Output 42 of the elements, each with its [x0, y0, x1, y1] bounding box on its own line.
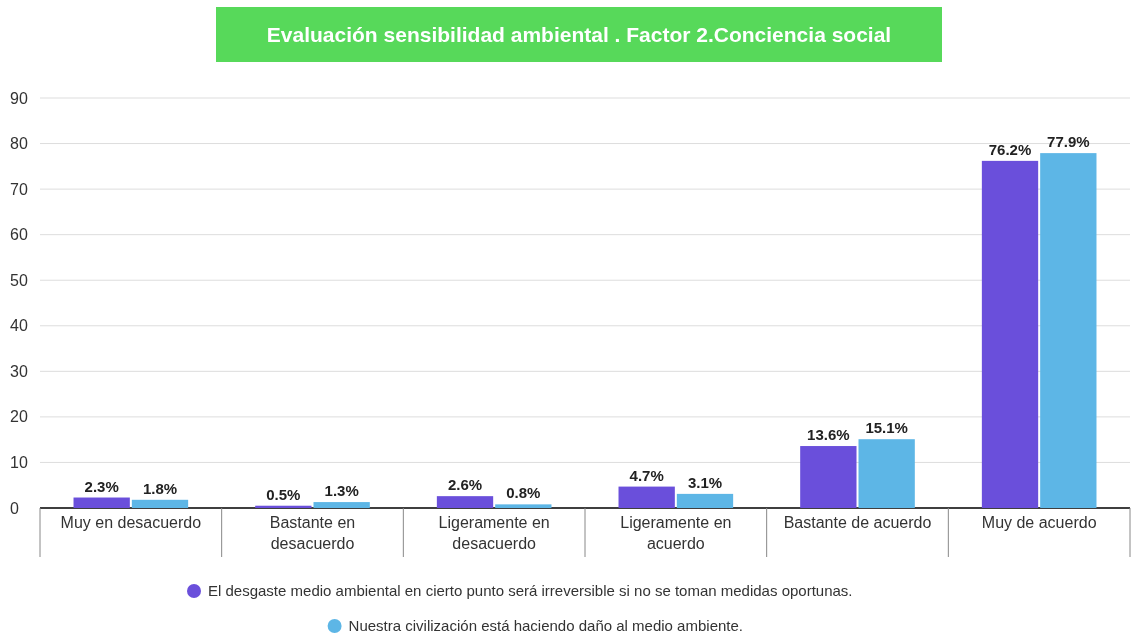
- bar: [436, 496, 494, 508]
- y-tick-label: 90: [10, 89, 28, 107]
- bar: [495, 504, 552, 508]
- bar: [858, 439, 915, 508]
- y-tick-label: 70: [10, 180, 28, 198]
- x-tick-label: Muy en desacuerdo: [60, 514, 202, 531]
- y-tick-label: 80: [10, 135, 28, 153]
- y-tick-label: 40: [10, 317, 28, 335]
- legend-label: Nuestra civilización está haciendo daño al medio ambiente.: [348, 617, 744, 633]
- data-label: 77.9%: [1047, 133, 1090, 151]
- x-tick-label: Muy de acuerdo: [981, 514, 1097, 531]
- data-label: 2.3%: [84, 477, 119, 495]
- data-label: 4.7%: [629, 466, 664, 484]
- data-label: 13.6%: [807, 426, 850, 444]
- data-label: 1.3%: [324, 482, 359, 500]
- data-label: 0.8%: [506, 484, 541, 502]
- bar: [800, 446, 857, 508]
- bar: [73, 497, 130, 508]
- y-tick-label: 50: [10, 271, 28, 289]
- data-label: 2.6%: [447, 476, 483, 494]
- x-tick-label: Ligeramente en desacuerdo: [438, 514, 550, 552]
- bar: [313, 502, 370, 508]
- bar: [981, 160, 1039, 508]
- bar: [1040, 153, 1097, 508]
- x-tick-label: Ligeramente en acuerdo: [620, 514, 732, 552]
- y-tick-label: 0: [10, 499, 19, 517]
- data-label: 15.1%: [865, 419, 908, 437]
- y-tick-label: 60: [10, 226, 28, 244]
- bar: [676, 493, 734, 508]
- legend-label: El desgaste medio ambiental en cierto punto será irreversible si no se toman medidas oportunas.: [208, 582, 853, 600]
- data-label: 1.8%: [142, 479, 178, 497]
- bar: [618, 486, 675, 508]
- data-label: 3.1%: [687, 473, 723, 491]
- y-tick-label: 30: [10, 362, 28, 380]
- chart-title: Evaluación sensibilidad ambiental . Factor 2.Conciencia social: [266, 23, 892, 46]
- data-label: 0.5%: [266, 485, 301, 503]
- y-tick-label: 10: [10, 454, 28, 472]
- bar: [131, 499, 189, 508]
- y-tick-label: 20: [10, 408, 28, 426]
- x-tick-label: Bastante de acuerdo: [783, 514, 932, 531]
- data-label: 76.2%: [988, 140, 1032, 158]
- x-tick-label: Bastante en desacuerdo: [269, 514, 356, 552]
